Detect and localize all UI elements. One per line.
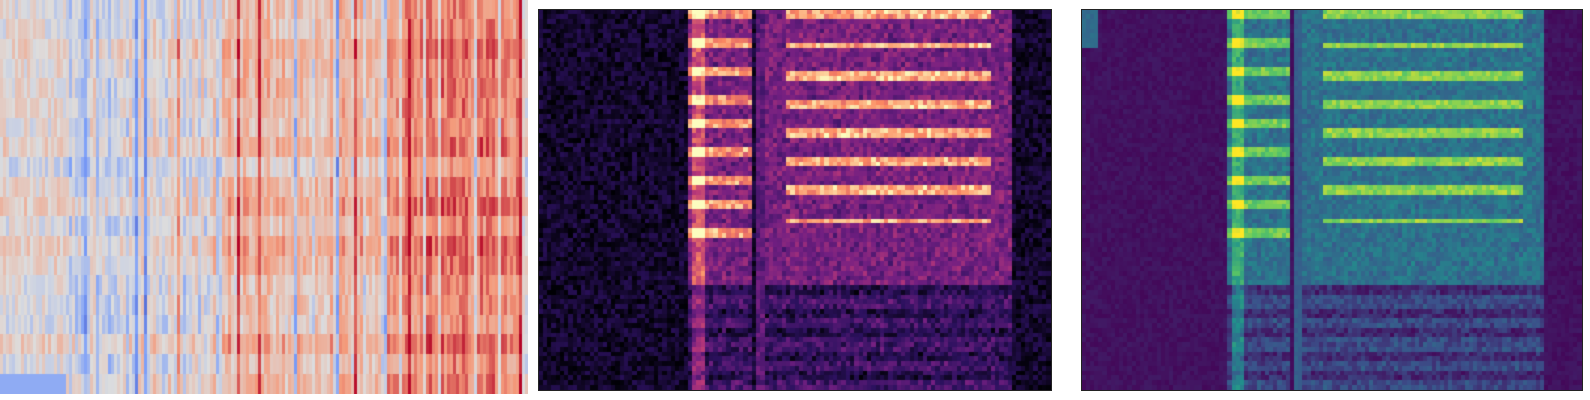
coolwarm-feature-heatmap <box>0 0 528 394</box>
spectrogram-canvas-viridis <box>1082 10 1582 390</box>
spectrogram-canvas-magma <box>539 10 1051 390</box>
heatmap-canvas <box>0 0 528 394</box>
viridis-spectrogram <box>1081 9 1583 391</box>
magma-spectrogram <box>538 9 1052 391</box>
